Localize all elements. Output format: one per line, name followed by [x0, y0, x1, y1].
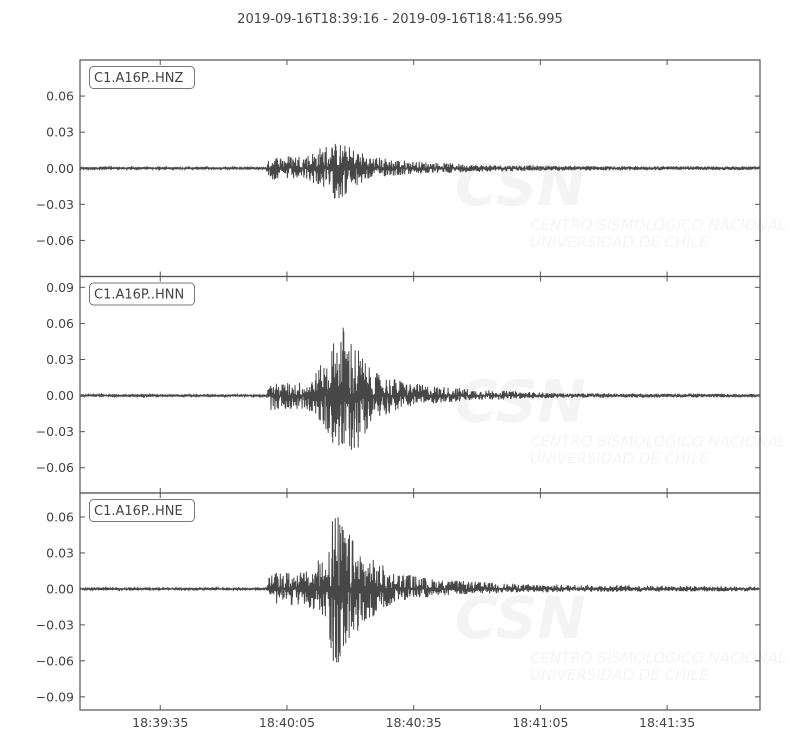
y-tick-label: −0.06 — [36, 460, 74, 475]
watermark-line2: UNIVERSIDAD DE CHILE — [530, 233, 709, 251]
channel-label: C1.A16P..HNZ — [94, 71, 183, 86]
watermark-logo: CSN — [455, 151, 586, 219]
watermark-logo: CSN — [455, 368, 586, 436]
y-tick-label: 0.06 — [46, 316, 74, 331]
watermark-line1: CENTRO SISMOLÓGICO NACIONAL — [530, 432, 786, 451]
waveform-trace-C1.A16P..HNE — [79, 517, 761, 663]
y-tick-label: 0.06 — [46, 509, 74, 524]
y-tick-label: −0.03 — [36, 424, 74, 439]
y-tick-label: 0.00 — [46, 581, 74, 596]
channel-label-box — [89, 499, 195, 522]
waveform-trace-C1.A16P..HNN — [79, 327, 761, 450]
panel-frame — [79, 492, 761, 711]
y-tick-label: 0.03 — [46, 545, 74, 560]
channel-label: C1.A16P..HNE — [94, 504, 183, 519]
y-tick-label: −0.03 — [36, 617, 74, 632]
y-tick-label: −0.06 — [36, 233, 74, 248]
x-tick-label: 18:39:35 — [132, 715, 188, 730]
watermark-line2: UNIVERSIDAD DE CHILE — [530, 666, 709, 684]
channel-label: C1.A16P..HNN — [94, 288, 184, 303]
x-tick-label: 18:41:35 — [639, 715, 695, 730]
x-tick-label: 18:40:05 — [259, 715, 315, 730]
waveform-trace-C1.A16P..HNZ — [79, 143, 761, 199]
watermark-line1: CENTRO SISMOLÓGICO NACIONAL — [530, 648, 786, 667]
y-tick-label: −0.06 — [36, 653, 74, 668]
y-tick-label: 0.09 — [46, 280, 74, 295]
x-tick-label: 18:41:05 — [512, 715, 568, 730]
y-tick-label: 0.00 — [46, 161, 74, 176]
channel-label-box — [89, 66, 195, 89]
watermark-line1: CENTRO SISMOLÓGICO NACIONAL — [530, 215, 786, 234]
y-tick-label: 0.03 — [46, 352, 74, 367]
y-tick-label: 0.00 — [46, 388, 74, 403]
channel-label-box — [89, 282, 195, 306]
y-tick-label: −0.03 — [36, 197, 74, 212]
y-tick-label: 0.06 — [46, 89, 74, 104]
watermark-logo: CSN — [455, 584, 586, 652]
y-tick-label: 0.03 — [46, 125, 74, 140]
y-tick-label: −0.09 — [36, 689, 74, 704]
watermark-line2: UNIVERSIDAD DE CHILE — [530, 450, 709, 468]
x-tick-label: 18:40:35 — [386, 715, 442, 730]
chart-title: 2019-09-16T18:39:16 - 2019-09-16T18:41:5… — [237, 12, 563, 27]
